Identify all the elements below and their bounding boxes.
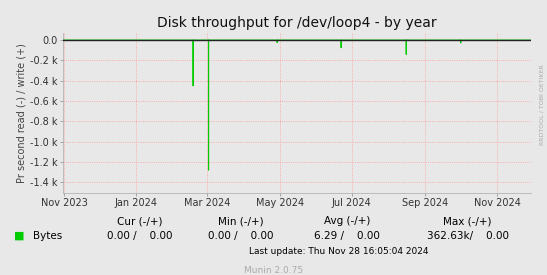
Text: Avg (-/+): Avg (-/+)	[324, 216, 370, 226]
Text: Munin 2.0.75: Munin 2.0.75	[244, 266, 303, 274]
Text: RRDTOOL / TOBI OETIKER: RRDTOOL / TOBI OETIKER	[539, 64, 544, 145]
Text: 6.29 /    0.00: 6.29 / 0.00	[315, 231, 380, 241]
Text: Cur (-/+): Cur (-/+)	[117, 216, 162, 226]
Text: 362.63k/    0.00: 362.63k/ 0.00	[427, 231, 509, 241]
Text: 0.00 /    0.00: 0.00 / 0.00	[208, 231, 274, 241]
Text: Min (-/+): Min (-/+)	[218, 216, 264, 226]
Title: Disk throughput for /dev/loop4 - by year: Disk throughput for /dev/loop4 - by year	[157, 16, 437, 31]
Text: ■: ■	[14, 231, 24, 241]
Text: 0.00 /    0.00: 0.00 / 0.00	[107, 231, 172, 241]
Text: Last update: Thu Nov 28 16:05:04 2024: Last update: Thu Nov 28 16:05:04 2024	[249, 247, 429, 256]
Text: Max (-/+): Max (-/+)	[444, 216, 492, 226]
Text: Bytes: Bytes	[33, 231, 62, 241]
Y-axis label: Pr second read (-) / write (+): Pr second read (-) / write (+)	[17, 43, 27, 183]
